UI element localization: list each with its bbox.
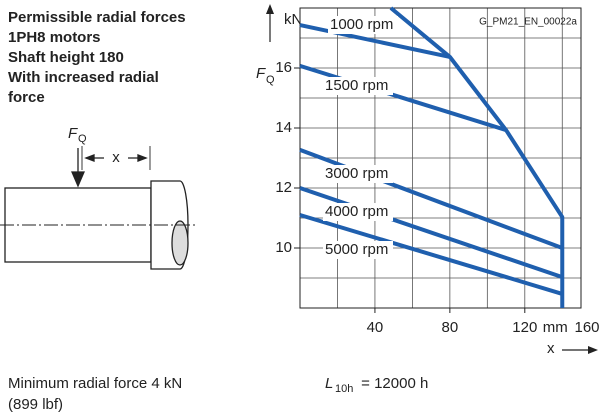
code-label: G_PM21_EN_00022a [479,17,577,28]
x-tick-label: 80 [442,319,459,336]
series-label: 5000 rpm [325,241,388,258]
life-value: = 12000 h [357,375,428,392]
y-tick-label: 16 [275,59,292,76]
title-line: 1PH8 motors [8,29,101,46]
series-label: 3000 rpm [325,165,388,182]
y-label: F [256,65,266,82]
shaft-diagram [0,146,196,270]
dimension-label: x [112,149,120,166]
series-label-bg [328,16,398,34]
x-tick-label: 160 [574,319,599,336]
force-label-sub: Q [78,133,87,145]
x-unit: mm [543,319,568,336]
series-label: 4000 rpm [325,203,388,220]
series-label-bg [323,203,393,221]
series-line [299,186,563,279]
series-label: 1500 rpm [325,77,388,94]
y-unit: kN [284,11,302,28]
series-line [299,213,563,296]
title-line: Permissible radial forces [8,9,186,26]
y-arrowhead [266,4,274,14]
life-sub: 10h [335,383,353,395]
y-label-sub: Q [266,74,275,86]
force-label: F [68,125,78,142]
note: (899 lbf) [8,396,63,413]
x-label: x [547,340,555,357]
y-tick-label: 12 [275,179,292,196]
title-line: force [8,89,45,106]
series-line [299,23,451,59]
title-line: Shaft height 180 [8,49,124,66]
series-line [389,6,565,308]
title-line: With increased radial [8,69,159,86]
x-tick-label: 40 [367,319,384,336]
series-line [299,63,507,133]
series-label-bg [323,77,393,95]
note: Minimum radial force 4 kN [8,375,182,392]
plot-frame [299,7,582,309]
life-label: L [325,375,333,392]
x-tick-label: 120 [512,319,537,336]
series-label: 1000 rpm [330,16,393,33]
y-tick-label: 14 [275,119,292,136]
y-tick-label: 10 [275,239,292,256]
x-arrowhead [588,346,598,354]
series-label-bg [323,241,393,259]
series-label-bg [323,165,393,183]
